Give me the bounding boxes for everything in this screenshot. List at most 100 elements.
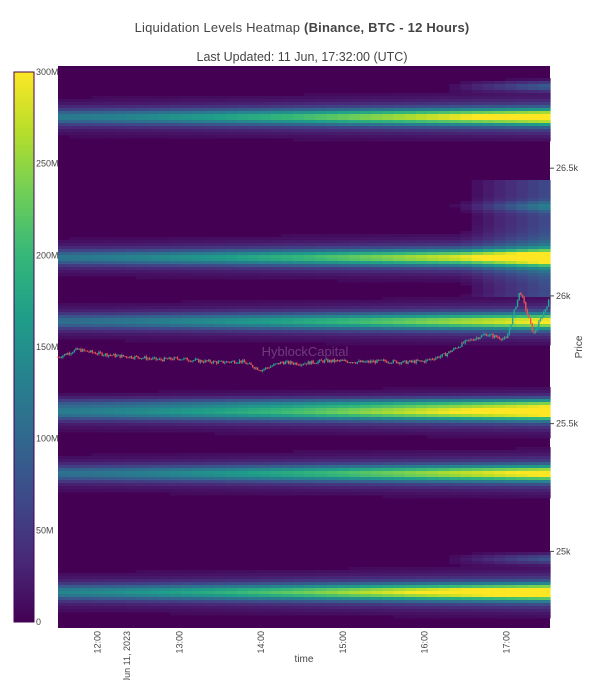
heatmap-cell (516, 327, 529, 331)
heatmap-cell (147, 420, 160, 424)
heatmap-cell (505, 186, 518, 190)
heatmap-cell (169, 132, 182, 136)
heatmap-cell (315, 261, 327, 265)
heatmap-cell (393, 603, 406, 607)
heatmap-cell (69, 459, 81, 463)
heatmap-cell (125, 108, 137, 112)
candle-body (274, 363, 277, 365)
heatmap-cell (427, 258, 439, 262)
candle-body (498, 337, 501, 339)
heatmap-cell (292, 255, 305, 259)
heatmap-cell (482, 576, 495, 580)
heatmap-cell (449, 408, 462, 412)
heatmap-cell (113, 315, 126, 319)
heatmap-cell (449, 426, 462, 430)
heatmap-cell (169, 411, 182, 415)
heatmap-cell (80, 609, 93, 613)
heatmap-cell (281, 135, 294, 139)
heatmap-cell (315, 429, 327, 433)
heatmap-cell (471, 204, 484, 208)
heatmap-cell (382, 126, 395, 130)
heatmap-cell (482, 336, 495, 340)
heatmap-cell (494, 90, 506, 94)
heatmap-cell (471, 489, 484, 493)
heatmap-cell (516, 96, 529, 100)
candle-body (405, 360, 408, 364)
heatmap-cell (181, 456, 193, 460)
heatmap-cell (449, 573, 462, 577)
heatmap-cell (69, 258, 81, 262)
heatmap-cell (292, 267, 305, 271)
heatmap-cell (158, 309, 171, 313)
candle-body (534, 330, 537, 333)
heatmap-cell (259, 306, 272, 310)
heatmap-cell (181, 393, 193, 397)
heatmap-cell (270, 459, 283, 463)
heatmap-cell (315, 588, 327, 592)
heatmap-cell (516, 474, 529, 478)
heatmap-cell (427, 603, 439, 607)
heatmap-cell (259, 573, 272, 577)
heatmap-cell (538, 93, 551, 97)
heatmap-cell (449, 402, 462, 406)
heatmap-cell (225, 129, 238, 133)
heatmap-cell (427, 126, 439, 130)
heatmap-cell (91, 468, 104, 472)
heatmap-cell (58, 243, 70, 247)
heatmap-cell (259, 432, 272, 436)
heatmap-cell (102, 597, 115, 601)
heatmap-cell (482, 474, 495, 478)
heatmap-cell (538, 597, 551, 601)
heatmap-cell (337, 324, 350, 328)
heatmap-cell (281, 408, 294, 412)
heatmap-cell (505, 585, 518, 589)
heatmap-cell (102, 456, 115, 460)
heatmap-cell (527, 582, 540, 586)
heatmap-cell (259, 471, 272, 475)
heatmap-cell (482, 300, 495, 304)
heatmap-cell (404, 306, 417, 310)
heatmap-cell (516, 255, 529, 259)
heatmap-cell (505, 408, 518, 412)
heatmap-cell (136, 489, 149, 493)
heatmap-cell (80, 594, 93, 598)
heatmap-cell (80, 333, 93, 337)
candle-body (91, 350, 94, 353)
heatmap-cell (415, 333, 428, 337)
heatmap-cell (236, 240, 249, 244)
heatmap-cell (404, 99, 417, 103)
heatmap-cell (236, 96, 249, 100)
heatmap-cell (315, 597, 327, 601)
heatmap-cell (482, 312, 495, 316)
heatmap-cell (69, 123, 81, 127)
heatmap-cell (69, 114, 81, 118)
heatmap-cell (415, 267, 428, 271)
heatmap-cell (80, 237, 93, 241)
heatmap-cell (259, 453, 272, 457)
heatmap-cell (113, 483, 126, 487)
heatmap-cell (527, 462, 540, 466)
heatmap-cell (80, 129, 93, 133)
heatmap-cell (292, 396, 305, 400)
heatmap-cell (236, 588, 249, 592)
heatmap-cell (113, 303, 126, 307)
heatmap-cell (471, 279, 484, 283)
heatmap-cell (169, 117, 182, 121)
candle-body (336, 360, 339, 361)
heatmap-cell (505, 417, 518, 421)
candle-body (232, 360, 234, 362)
heatmap-cell (69, 321, 81, 325)
candle-body (165, 357, 167, 359)
heatmap-cell (259, 588, 272, 592)
heatmap-cell (270, 270, 283, 274)
heatmap-cell (337, 414, 350, 418)
heatmap-cell (136, 306, 149, 310)
heatmap-cell (259, 609, 272, 613)
heatmap-cell (125, 96, 137, 100)
heatmap-cell (214, 249, 227, 253)
candle-body (443, 353, 445, 355)
heatmap-cell (505, 297, 518, 301)
heatmap-cell (136, 102, 149, 106)
heatmap-cell (136, 273, 149, 277)
heatmap-cell (292, 405, 305, 409)
